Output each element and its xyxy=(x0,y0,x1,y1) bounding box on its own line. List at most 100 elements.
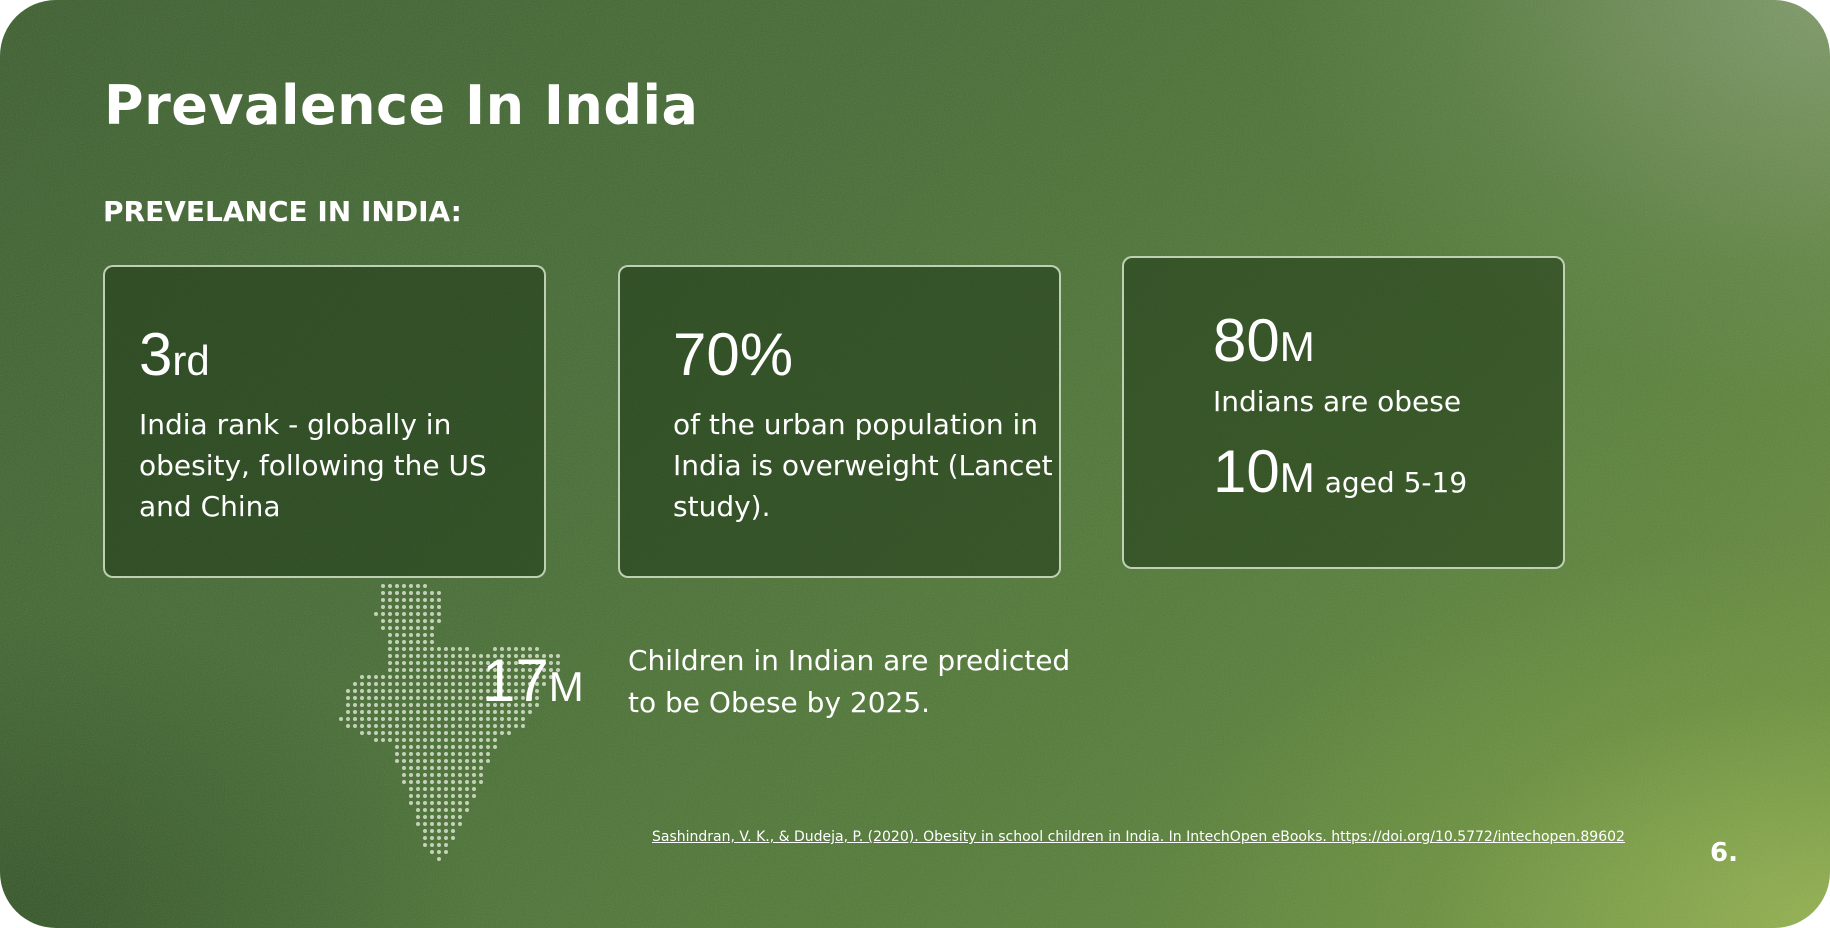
map-dot xyxy=(388,640,392,644)
map-dot xyxy=(367,689,371,693)
map-dot xyxy=(451,717,455,721)
map-dot xyxy=(500,654,504,658)
map-dot xyxy=(346,710,350,714)
map-dot xyxy=(458,710,462,714)
map-dot xyxy=(437,675,441,679)
map-dot xyxy=(388,619,392,623)
map-dot xyxy=(416,822,420,826)
map-dot xyxy=(451,710,455,714)
map-dot xyxy=(451,829,455,833)
map-dot xyxy=(416,598,420,602)
map-dot xyxy=(402,598,406,602)
map-dot xyxy=(542,668,546,672)
map-dot xyxy=(465,647,469,651)
map-dot xyxy=(437,668,441,672)
map-dot xyxy=(416,626,420,630)
map-dot xyxy=(444,682,448,686)
map-dot xyxy=(388,612,392,616)
map-dot xyxy=(374,710,378,714)
map-dot xyxy=(542,661,546,665)
map-dot xyxy=(493,745,497,749)
map-dot xyxy=(423,794,427,798)
map-dot xyxy=(416,724,420,728)
map-dot xyxy=(437,850,441,854)
map-dot xyxy=(423,766,427,770)
map-dot xyxy=(416,717,420,721)
map-dot xyxy=(444,731,448,735)
map-dot xyxy=(423,633,427,637)
map-dot xyxy=(493,661,497,665)
citation-link[interactable]: Sashindran, V. K., & Dudeja, P. (2020). … xyxy=(652,829,1625,845)
stat-card-rank: 3rd India rank - globally in obesity, fo… xyxy=(103,265,546,578)
map-dot xyxy=(409,640,413,644)
map-dot xyxy=(444,654,448,658)
map-dot xyxy=(521,703,525,707)
map-dot xyxy=(472,675,476,679)
map-dot xyxy=(388,605,392,609)
stat-number: 17 xyxy=(482,647,549,714)
map-dot xyxy=(339,717,343,721)
map-dot xyxy=(535,661,539,665)
map-dot xyxy=(528,710,532,714)
stat-value: 3rd xyxy=(139,325,210,385)
map-dot xyxy=(367,703,371,707)
map-dot xyxy=(388,703,392,707)
map-dot xyxy=(493,710,497,714)
map-dot xyxy=(402,738,406,742)
map-dot xyxy=(521,689,525,693)
map-dot xyxy=(437,752,441,756)
map-dot xyxy=(535,689,539,693)
map-dot xyxy=(395,626,399,630)
map-dot xyxy=(451,822,455,826)
map-dot xyxy=(402,640,406,644)
map-dot xyxy=(423,773,427,777)
map-dot xyxy=(388,738,392,742)
map-dot xyxy=(374,689,378,693)
map-dot xyxy=(437,724,441,728)
map-dot xyxy=(402,591,406,595)
map-dot xyxy=(479,759,483,763)
map-dot xyxy=(437,822,441,826)
map-dot xyxy=(493,703,497,707)
map-dot xyxy=(430,703,434,707)
map-dot xyxy=(535,696,539,700)
map-dot xyxy=(465,752,469,756)
map-dot xyxy=(402,731,406,735)
map-dot xyxy=(437,780,441,784)
map-dot xyxy=(423,745,427,749)
map-dot xyxy=(479,661,483,665)
map-dot xyxy=(451,689,455,693)
map-dot xyxy=(402,759,406,763)
map-dot xyxy=(493,696,497,700)
map-dot xyxy=(423,717,427,721)
map-dot xyxy=(409,654,413,658)
map-dot xyxy=(395,717,399,721)
map-dot xyxy=(416,640,420,644)
map-dot xyxy=(528,668,532,672)
map-dot xyxy=(521,710,525,714)
map-dot xyxy=(409,731,413,735)
map-dot xyxy=(430,661,434,665)
map-dot xyxy=(395,675,399,679)
map-dot xyxy=(367,710,371,714)
map-dot xyxy=(416,682,420,686)
map-dot xyxy=(528,696,532,700)
map-dot xyxy=(507,661,511,665)
map-dot xyxy=(416,738,420,742)
map-dot xyxy=(423,752,427,756)
map-dot xyxy=(472,745,476,749)
map-dot xyxy=(416,654,420,658)
map-dot xyxy=(437,829,441,833)
map-dot xyxy=(409,584,413,588)
map-dot xyxy=(395,654,399,658)
map-dot xyxy=(437,654,441,658)
map-dot xyxy=(409,668,413,672)
map-dot xyxy=(395,619,399,623)
map-dot xyxy=(402,626,406,630)
map-dot xyxy=(486,738,490,742)
map-dot xyxy=(458,675,462,679)
map-dot xyxy=(381,598,385,602)
map-dot xyxy=(409,647,413,651)
map-dot xyxy=(402,605,406,609)
map-dot xyxy=(549,654,553,658)
